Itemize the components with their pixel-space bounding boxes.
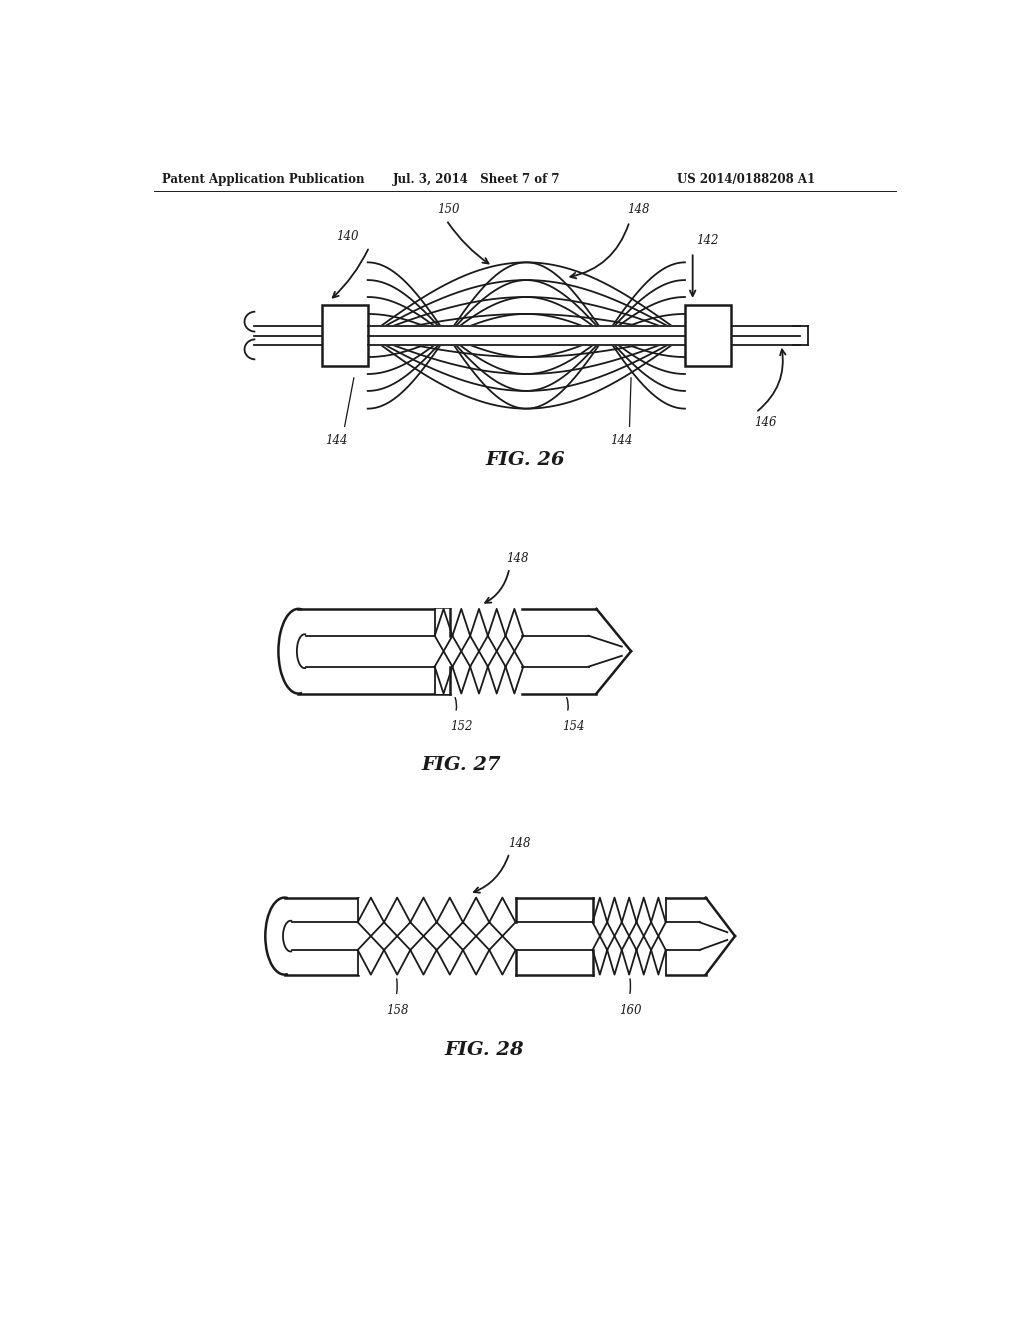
Text: 154: 154 bbox=[562, 721, 585, 734]
Bar bbox=[666, 898, 735, 974]
Bar bbox=[435, 609, 523, 693]
Text: Patent Application Publication: Patent Application Publication bbox=[162, 173, 365, 186]
Text: FIG. 27: FIG. 27 bbox=[422, 756, 502, 774]
Text: 140: 140 bbox=[336, 230, 358, 243]
Bar bbox=[322, 305, 368, 367]
Text: 150: 150 bbox=[437, 203, 460, 216]
Text: 146: 146 bbox=[755, 416, 777, 429]
Text: 152: 152 bbox=[451, 721, 473, 734]
Text: US 2014/0188208 A1: US 2014/0188208 A1 bbox=[678, 173, 816, 186]
Bar bbox=[368, 325, 685, 346]
Text: FIG. 28: FIG. 28 bbox=[445, 1041, 524, 1059]
Text: 144: 144 bbox=[610, 434, 633, 447]
Text: 144: 144 bbox=[326, 434, 348, 447]
Text: 148: 148 bbox=[506, 552, 528, 565]
Bar bbox=[593, 898, 666, 974]
Bar bbox=[521, 609, 631, 693]
Text: 158: 158 bbox=[386, 1003, 409, 1016]
Text: 148: 148 bbox=[628, 203, 649, 216]
Text: 148: 148 bbox=[508, 837, 530, 850]
Text: 160: 160 bbox=[620, 1003, 642, 1016]
Bar bbox=[685, 305, 731, 367]
Text: Jul. 3, 2014   Sheet 7 of 7: Jul. 3, 2014 Sheet 7 of 7 bbox=[393, 173, 561, 186]
Text: FIG. 26: FIG. 26 bbox=[485, 451, 564, 469]
Bar bbox=[515, 898, 593, 974]
Text: 142: 142 bbox=[695, 234, 718, 247]
Bar bbox=[357, 898, 515, 974]
